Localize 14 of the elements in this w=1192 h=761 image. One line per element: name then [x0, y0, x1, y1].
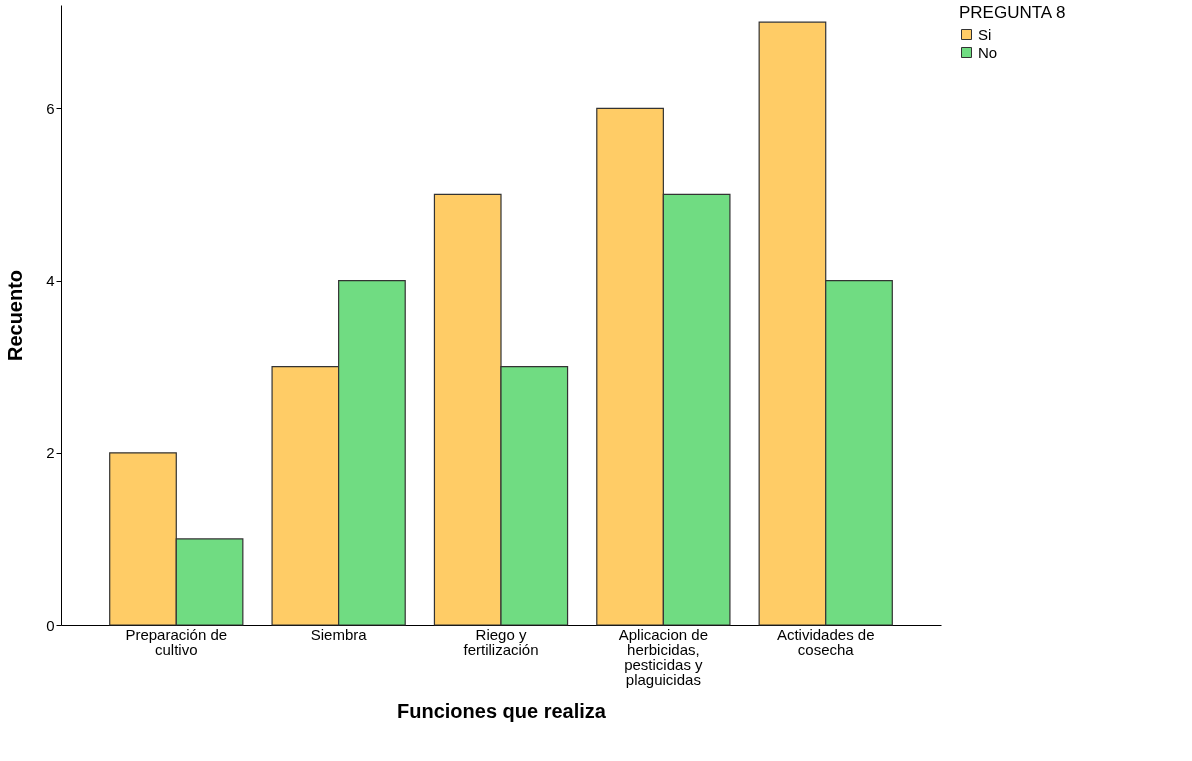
y-tick-label: 6 — [46, 99, 55, 117]
legend-title: PREGUNTA 8 — [959, 3, 1066, 22]
x-tick-label: Aplicacion de herbicidas, pesticidas y plaguicidas — [618, 625, 708, 688]
x-axis-title: Funciones que realiza — [397, 699, 607, 722]
legend-label: Si — [978, 25, 992, 43]
y-axis-title: Recuento — [4, 269, 27, 362]
x-tick-label: Riego y fertilización — [463, 625, 539, 658]
x-tick-label: Actividades de cosecha — [776, 625, 875, 658]
x-tick-label: Siembra — [310, 625, 368, 643]
y-tick-label: 2 — [46, 444, 55, 462]
y-tick-label: 4 — [46, 272, 55, 290]
x-tick-label: Preparación de cultivo — [125, 625, 228, 658]
legend-label: No — [978, 43, 998, 61]
y-tick-label: 0 — [46, 616, 55, 634]
